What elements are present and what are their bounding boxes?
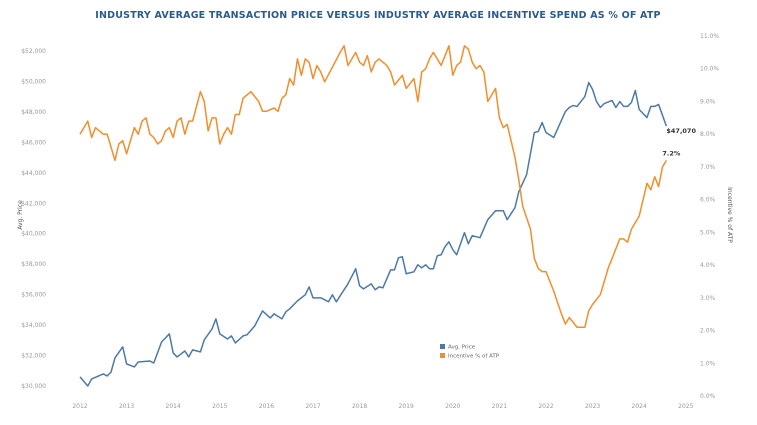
x-tick-label: 2016 [259, 403, 274, 410]
left-axis: $30,000 $32,000 $34,000 $36,000 $38,000 $40,0… [21, 48, 46, 390]
y2-tick-label: 3.0% [700, 295, 716, 302]
incentive-end-label: 7.2% [662, 149, 681, 157]
incentive-line [79, 45, 668, 329]
x-tick-label: 2017 [305, 403, 320, 410]
y2-tick-label: 5.0% [700, 229, 716, 236]
y2-tick-label: 8.0% [700, 131, 716, 138]
x-tick-label: 2013 [119, 403, 134, 410]
y-tick-label: $48,000 [21, 109, 46, 116]
x-tick-label: 2024 [632, 403, 647, 410]
avg-price-end-label: $47,070 [666, 127, 696, 135]
y-tick-label: $46,000 [21, 139, 46, 146]
x-axis: 2012 2013 2014 2015 2016 2017 2018 2019 2020 2021… [72, 403, 693, 410]
y2-tick-label: 0.0% [700, 393, 716, 400]
y2-tick-label: 11.0% [700, 33, 719, 40]
x-tick-label: 2014 [166, 403, 181, 410]
legend-swatch-avg-price [440, 344, 445, 349]
y2-tick-label: 6.0% [700, 197, 716, 204]
x-tick-label: 2020 [445, 403, 460, 410]
y-tick-label: $38,000 [21, 261, 46, 268]
legend-label-incentive: Incentive % of ATP [448, 354, 500, 360]
y-tick-label: $34,000 [21, 322, 46, 329]
chart-title: INDUSTRY AVERAGE TRANSACTION PRICE VERSU… [95, 10, 660, 21]
legend-swatch-incentive [440, 353, 445, 358]
y-tick-label: $36,000 [21, 292, 46, 299]
y2-tick-label: 7.0% [700, 164, 716, 171]
x-tick-label: 2015 [212, 403, 227, 410]
legend-label-avg-price: Avg. Price [448, 345, 476, 351]
x-tick-label: 2023 [585, 403, 600, 410]
right-axis: 0.0% 1.0% 2.0% 3.0% 4.0% 5.0% 6.0% 7.0% 8.0% 9.0%… [700, 33, 719, 400]
y-tick-label: $32,000 [21, 353, 46, 360]
y2-tick-label: 9.0% [700, 98, 716, 105]
y2-tick-label: 1.0% [700, 360, 716, 367]
x-tick-label: 2012 [72, 403, 87, 410]
y-tick-label: $42,000 [21, 200, 46, 207]
y-tick-label: $50,000 [21, 78, 46, 85]
y-tick-label: $40,000 [21, 231, 46, 238]
legend: Avg. Price Incentive % of ATP [440, 344, 500, 360]
x-tick-label: 2019 [399, 403, 414, 410]
y2-tick-label: 10.0% [700, 66, 719, 73]
y2-tick-label: 4.0% [700, 262, 716, 269]
left-axis-title: Avg. Price [17, 200, 24, 230]
plot-area: $47,070 7.2% [79, 45, 696, 387]
x-tick-label: 2018 [352, 403, 367, 410]
x-tick-label: 2021 [492, 403, 507, 410]
right-axis-title: Incentive % of ATP [726, 187, 733, 243]
x-tick-label: 2025 [678, 403, 693, 410]
y-tick-label: $52,000 [21, 48, 46, 55]
y2-tick-label: 2.0% [700, 328, 716, 335]
y-tick-label: $30,000 [21, 383, 46, 390]
y-tick-label: $44,000 [21, 170, 46, 177]
x-tick-label: 2022 [538, 403, 553, 410]
